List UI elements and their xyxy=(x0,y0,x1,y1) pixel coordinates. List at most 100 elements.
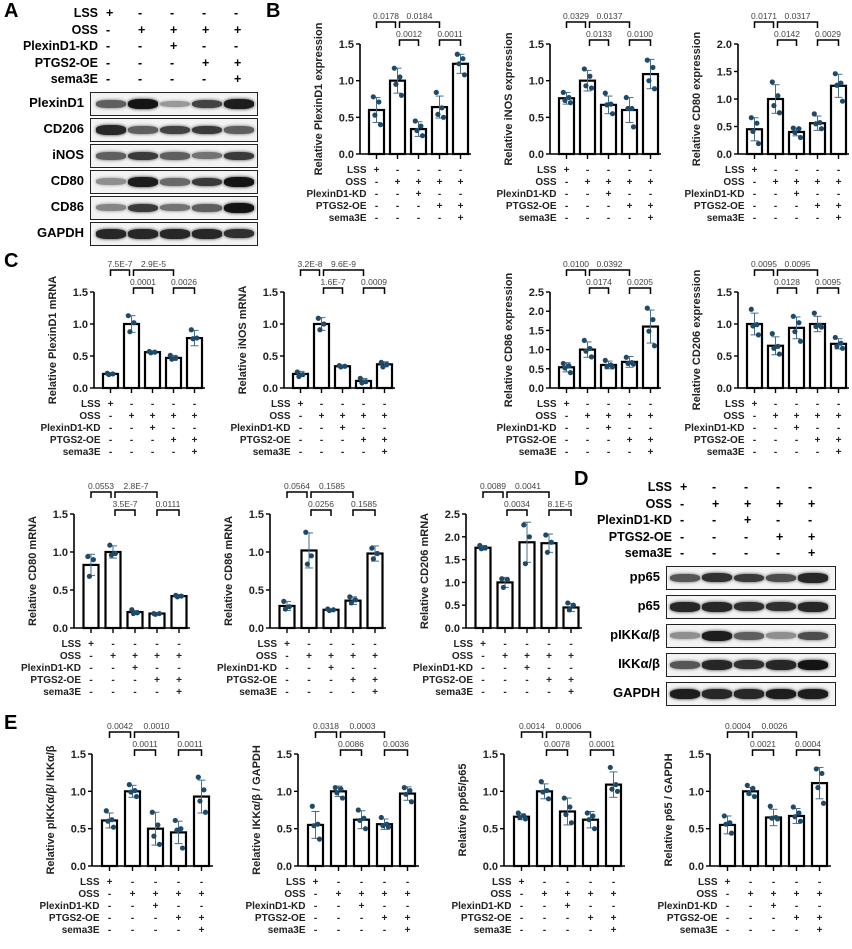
condition-sign: - xyxy=(108,889,111,900)
data-point xyxy=(461,72,468,78)
condition-sign: - xyxy=(837,165,840,176)
y-tick-label: 0.0 xyxy=(529,383,544,395)
protein-band xyxy=(670,602,700,612)
data-point xyxy=(308,553,314,559)
condition-sign: + xyxy=(176,889,182,900)
blot-row xyxy=(90,170,258,194)
condition-sign: + xyxy=(458,213,464,224)
significance-bracket xyxy=(565,269,587,276)
condition-label: OSS xyxy=(645,496,672,511)
condition-sign: - xyxy=(285,687,288,698)
condition-label: sema3E xyxy=(253,447,291,458)
data-point xyxy=(359,380,365,386)
condition-sign: - xyxy=(816,423,819,434)
condition-sign: + xyxy=(458,177,464,188)
condition-sign: - xyxy=(607,165,610,176)
p-value-label: 0.0095 xyxy=(785,259,811,269)
significance-bracket xyxy=(548,509,572,516)
condition-sign: - xyxy=(503,639,506,650)
blot-row-label: IKKα/β xyxy=(618,656,660,671)
p-value-label: 0.0205 xyxy=(627,277,653,287)
protein-band xyxy=(192,177,222,187)
condition-sign: + xyxy=(836,435,842,446)
y-tick-label: 0.0 xyxy=(249,623,264,635)
condition-sign: - xyxy=(337,877,340,888)
condition-sign: + xyxy=(416,177,422,188)
condition-sign: - xyxy=(589,925,592,936)
y-tick-label: 1.5 xyxy=(717,67,732,79)
condition-sign: - xyxy=(170,6,175,20)
condition-sign: - xyxy=(503,663,506,674)
data-point xyxy=(377,122,384,128)
significance-bracket xyxy=(776,269,819,276)
bar xyxy=(474,546,492,630)
condition-sign: - xyxy=(314,889,317,900)
chart-c-cd206-mrna: 0.0 0.5 1.0 1.5 2.0 2.5 Relative CD206 mRNA LSS… xyxy=(392,472,588,712)
protein-band xyxy=(798,631,828,640)
y-tick-label: 0.5 xyxy=(483,824,498,836)
condition-sign: + xyxy=(808,546,816,560)
protein-band xyxy=(96,151,126,160)
condition-sign: + xyxy=(627,201,633,212)
condition-sign: - xyxy=(130,447,133,458)
bar xyxy=(451,62,470,156)
protein-band xyxy=(766,689,796,699)
protein-band xyxy=(702,689,732,699)
condition-sign: - xyxy=(131,925,134,936)
data-point xyxy=(407,787,413,794)
condition-sign: - xyxy=(565,177,568,188)
significance-bracket xyxy=(545,731,592,738)
condition-sign: - xyxy=(749,913,752,924)
protein-band xyxy=(766,632,796,639)
western-blot-d: LSS + - - - - OSS - + + + + PlexinD1-KD - - + - - PTGS2-OE… xyxy=(596,470,852,712)
condition-sign: + xyxy=(776,496,784,511)
significance-bracket xyxy=(588,287,610,294)
condition-label: PTGS2-OE xyxy=(422,675,473,686)
data-point xyxy=(106,371,112,378)
data-point xyxy=(625,105,631,112)
significance-bracket xyxy=(565,21,587,28)
condition-label: PTGS2-OE xyxy=(49,913,100,924)
protein-band xyxy=(192,125,222,135)
p-value-label: 1.6E-7 xyxy=(320,277,345,287)
blot-row xyxy=(90,196,258,220)
condition-sign: - xyxy=(795,399,798,410)
condition-sign: - xyxy=(753,189,756,200)
significance-bracket xyxy=(383,749,409,756)
condition-sign: - xyxy=(111,639,114,650)
protein-band xyxy=(224,177,254,187)
blot-row xyxy=(90,92,258,116)
y-axis-label: Relative IKKα/β / GAPDH xyxy=(251,745,263,875)
protein-band xyxy=(192,203,222,212)
data-point xyxy=(321,321,327,327)
data-point xyxy=(456,61,462,67)
condition-sign: + xyxy=(748,889,754,900)
condition-sign: - xyxy=(177,877,180,888)
condition-sign: + xyxy=(606,189,612,200)
y-axis-label: Relative CD206 expression xyxy=(691,269,703,410)
condition-sign: + xyxy=(350,651,356,662)
data-point xyxy=(338,786,344,792)
condition-sign: - xyxy=(106,72,111,86)
data-point xyxy=(644,305,650,311)
y-axis-label: Relative iNOS mRNA xyxy=(237,286,249,395)
significance-bracket xyxy=(299,269,321,276)
condition-sign: - xyxy=(177,925,180,936)
p-value-label: 0.0004 xyxy=(725,721,751,731)
condition-sign: - xyxy=(726,889,729,900)
data-point xyxy=(567,804,573,810)
condition-sign: - xyxy=(607,399,610,410)
significance-bracket xyxy=(628,39,652,46)
data-point xyxy=(797,134,804,141)
condition-label: OSS xyxy=(71,22,98,37)
condition-sign: + xyxy=(648,447,654,458)
y-tick-label: 0.5 xyxy=(277,824,292,836)
condition-sign: + xyxy=(171,411,177,422)
condition-sign: - xyxy=(795,435,798,446)
data-point xyxy=(644,57,650,63)
data-point xyxy=(767,803,773,809)
condition-sign: - xyxy=(202,39,207,53)
condition-sign: - xyxy=(155,639,158,650)
protein-band xyxy=(702,602,732,612)
condition-sign: - xyxy=(396,213,399,224)
